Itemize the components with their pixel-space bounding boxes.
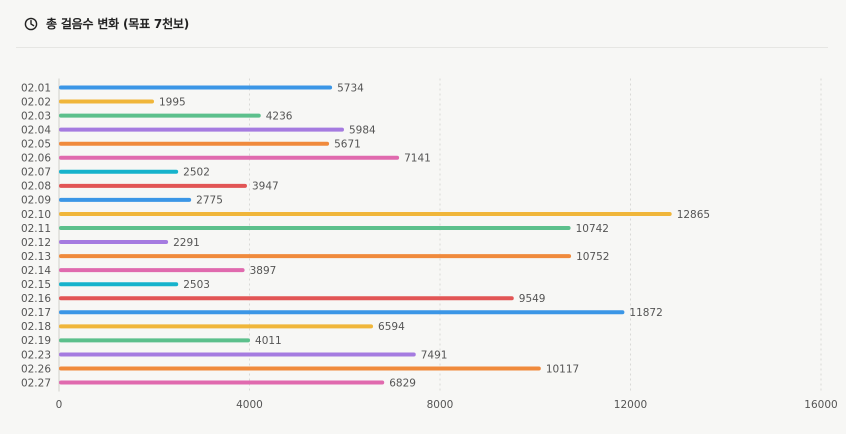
bar bbox=[59, 211, 672, 216]
value-label: 2775 bbox=[196, 195, 223, 207]
x-tick-label: 4000 bbox=[236, 399, 263, 411]
value-label: 2503 bbox=[183, 279, 210, 291]
x-tick-label: 12000 bbox=[614, 399, 647, 411]
bar bbox=[59, 338, 251, 343]
category-label: 02.04 bbox=[21, 124, 51, 136]
bar bbox=[59, 127, 344, 132]
value-label: 2291 bbox=[173, 237, 200, 249]
bar bbox=[59, 85, 333, 90]
chart-header: 총 걸음수 변화 (목표 7천보) bbox=[16, 0, 828, 48]
bar bbox=[59, 169, 179, 174]
value-label: 11872 bbox=[629, 307, 662, 319]
bar bbox=[59, 268, 245, 273]
category-label: 02.07 bbox=[21, 167, 51, 179]
category-label: 02.12 bbox=[21, 237, 51, 249]
category-label: 02.05 bbox=[21, 139, 51, 151]
value-label: 7491 bbox=[421, 349, 448, 361]
bar bbox=[59, 99, 155, 104]
bar bbox=[59, 254, 572, 259]
value-label: 5671 bbox=[334, 139, 361, 151]
category-label: 02.10 bbox=[21, 209, 51, 221]
category-label: 02.19 bbox=[21, 335, 51, 347]
category-label: 02.26 bbox=[21, 363, 51, 375]
bar bbox=[59, 282, 179, 287]
category-label: 02.02 bbox=[21, 96, 51, 108]
category-label: 02.11 bbox=[21, 223, 51, 235]
category-label: 02.08 bbox=[21, 181, 51, 193]
category-label: 02.15 bbox=[21, 279, 51, 291]
bar bbox=[59, 197, 192, 202]
value-label: 7141 bbox=[404, 153, 431, 165]
bar bbox=[59, 240, 169, 245]
value-label: 3947 bbox=[252, 181, 279, 193]
category-label: 02.14 bbox=[21, 265, 51, 277]
value-label: 9549 bbox=[519, 293, 546, 305]
category-label: 02.16 bbox=[21, 293, 51, 305]
x-tick-label: 0 bbox=[56, 399, 63, 411]
chart-title: 총 걸음수 변화 (목표 7천보) bbox=[46, 17, 190, 31]
value-label: 10752 bbox=[576, 251, 609, 263]
value-label: 3897 bbox=[250, 265, 277, 277]
value-label: 12865 bbox=[677, 209, 710, 221]
bar bbox=[59, 366, 541, 371]
value-label: 6594 bbox=[378, 321, 405, 333]
category-label: 02.23 bbox=[21, 349, 51, 361]
value-label: 4011 bbox=[255, 335, 282, 347]
value-label: 5984 bbox=[349, 124, 376, 136]
value-label: 6829 bbox=[389, 377, 416, 389]
x-tick-label: 16000 bbox=[804, 399, 837, 411]
bar bbox=[59, 324, 374, 329]
category-label: 02.13 bbox=[21, 251, 51, 263]
category-label: 02.27 bbox=[21, 377, 51, 389]
value-label: 1995 bbox=[159, 96, 186, 108]
bar bbox=[59, 141, 330, 146]
clock-chart-icon bbox=[24, 17, 38, 31]
value-label: 4236 bbox=[266, 110, 293, 122]
category-label: 02.09 bbox=[21, 195, 51, 207]
bar bbox=[59, 310, 625, 315]
category-label: 02.18 bbox=[21, 321, 51, 333]
x-tick-label: 8000 bbox=[427, 399, 454, 411]
bar bbox=[59, 155, 400, 160]
category-label: 02.01 bbox=[21, 82, 51, 94]
category-label: 02.03 bbox=[21, 110, 51, 122]
bar bbox=[59, 113, 261, 118]
bar bbox=[59, 380, 385, 385]
bar bbox=[59, 226, 571, 230]
category-label: 02.17 bbox=[21, 307, 51, 319]
value-label: 5734 bbox=[337, 82, 364, 94]
category-label: 02.06 bbox=[21, 153, 51, 165]
value-label: 2502 bbox=[183, 167, 210, 179]
bar bbox=[59, 352, 416, 357]
value-label: 10117 bbox=[546, 363, 579, 375]
bar bbox=[59, 183, 247, 188]
value-label: 10742 bbox=[576, 223, 609, 235]
bar bbox=[59, 296, 514, 301]
